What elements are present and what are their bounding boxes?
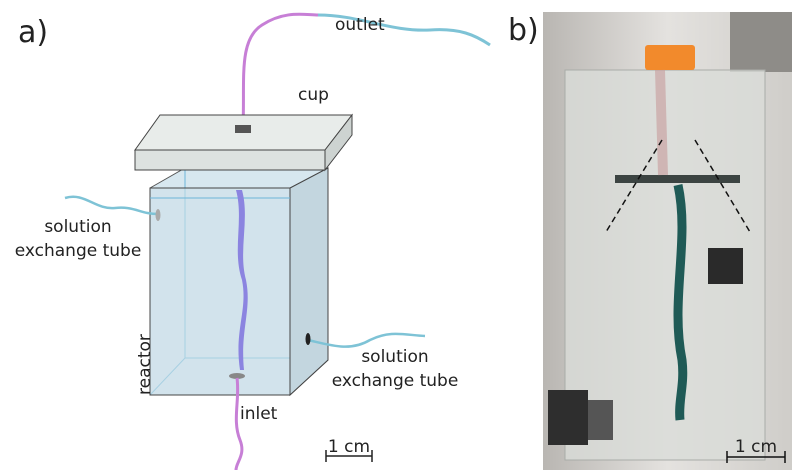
tube-label: exchange tube [15, 241, 142, 261]
cap [645, 45, 695, 70]
panel-label: b) [508, 13, 539, 48]
cup-port [235, 125, 251, 133]
cup-front [135, 150, 325, 170]
reactor-label: reactor [135, 334, 155, 395]
tube-label: exchange tube [332, 371, 459, 391]
schematic: a) outlet cup solution exchange tube sol… [15, 14, 490, 470]
reactor-front [150, 188, 290, 395]
figure: a) outlet cup solution exchange tube sol… [0, 0, 792, 470]
scale-label: 1 cm [328, 437, 370, 457]
outlet-label: outlet [335, 15, 385, 35]
connector [708, 248, 743, 284]
filament [678, 185, 683, 420]
tube-label: solution [44, 217, 111, 237]
tube-label: solution [361, 347, 428, 367]
photo: b) 1 cm [508, 12, 792, 470]
membrane [615, 175, 740, 183]
exchange-tube [65, 197, 158, 214]
connector [588, 400, 613, 440]
connector [548, 390, 588, 445]
exchange-port [306, 333, 311, 345]
outlet-tube [243, 14, 318, 128]
scale-label: 1 cm [735, 437, 777, 457]
cup-label: cup [298, 85, 329, 105]
reactor-side [290, 168, 328, 395]
tube [660, 70, 663, 175]
inlet-label: inlet [240, 404, 278, 424]
panel-label: a) [18, 15, 48, 50]
exchange-port [156, 209, 161, 221]
holder [730, 12, 792, 72]
